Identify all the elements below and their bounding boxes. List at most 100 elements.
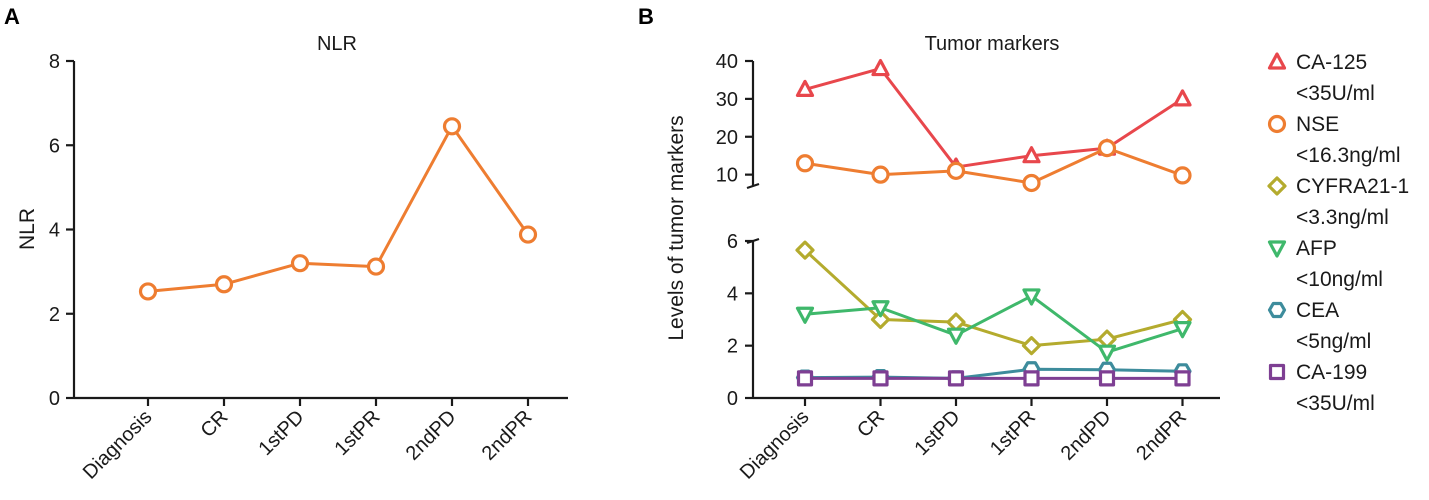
legend-label-nse: NSE: [1296, 113, 1339, 136]
afp-point-cr: [871, 300, 890, 318]
axis-break-mark-lower: [746, 237, 760, 245]
series-afp: [795, 288, 1192, 362]
legend-marker-ca-199: [1268, 363, 1286, 381]
legend-item-nse: NSE <16.3ng/ml: [1267, 113, 1401, 167]
tumor-y-tick-label: 0: [727, 388, 738, 410]
legend-item-ca-199: CA-199 <35U/ml: [1268, 361, 1375, 415]
legend-label-ca-199: CA-199: [1296, 361, 1367, 384]
nlr-point-cr: [214, 275, 234, 294]
legend-item-cyfra21-1: CYFRA21-1 <3.3ng/ml: [1267, 175, 1409, 229]
nlr-y-tick-label: 8: [49, 51, 60, 73]
nlr-x-label-1stpd: 1stPD: [254, 406, 308, 460]
ca-199-point-cr: [872, 370, 889, 387]
tumor-x-label-diagnosis: Diagnosis: [736, 406, 814, 484]
series-ca-199: [796, 370, 1191, 387]
ca-199-point-2ndpd: [1098, 370, 1116, 387]
nlr-y-tick-label: 4: [49, 220, 60, 242]
legend-ref-ca-199: <35U/ml: [1296, 392, 1375, 415]
tumor-y-axis-title: Levels of tumor markers: [665, 115, 688, 340]
ca-125-point-cr: [871, 58, 890, 77]
cyfra21-1-line: [803, 249, 1183, 348]
ca-199-point-1stpd: [947, 370, 965, 387]
tumor-y-tick-label: 4: [727, 283, 738, 305]
nlr-y-tick-label: 0: [49, 388, 60, 410]
nlr-series: [138, 117, 538, 301]
legend-ref-nse: <16.3ng/ml: [1296, 144, 1401, 167]
legend-item-ca-125: CA-125 <35U/ml: [1267, 51, 1375, 105]
panel-a-nlr-chart: A NLR NLR 0 2 4 6 8 Diagnosis CR 1stPD 1stPR 2nd…: [4, 4, 568, 484]
nlr-x-labels: Diagnosis CR 1stPD 1stPR 2ndPD 2ndPR: [79, 398, 537, 484]
nse-point-2ndpd: [1097, 139, 1117, 158]
afp-line: [804, 294, 1183, 354]
tumor-chart-title: Tumor markers: [925, 33, 1060, 55]
nlr-chart-title: NLR: [317, 33, 357, 55]
legend-marker-nse: [1267, 114, 1287, 134]
tumor-y-tick-label: 30: [716, 89, 738, 111]
legend-label-cea: CEA: [1296, 299, 1339, 322]
nlr-point-1stpr: [366, 257, 386, 276]
legend-marker-afp: [1267, 240, 1287, 258]
legend-ref-ca-125: <35U/ml: [1296, 82, 1375, 105]
tumor-y-tick-label: 2: [727, 336, 738, 358]
tumor-y-tick-label: 40: [716, 51, 738, 73]
axis-break-mark-upper: [746, 182, 760, 190]
nlr-y-axis-title: NLR: [16, 208, 39, 250]
tumor-y-ticks: 10 20 30 40 0 2 4 6: [716, 51, 753, 410]
legend-label-cyfra21-1: CYFRA21-1: [1296, 175, 1409, 198]
nlr-x-label-1stpr: 1stPR: [330, 406, 384, 460]
nlr-y-tick-label: 2: [49, 304, 60, 326]
legend-marker-cyfra21-1: [1267, 176, 1287, 196]
legend-label-ca-125: CA-125: [1296, 51, 1367, 74]
legend-ref-afp: <10ng/ml: [1296, 268, 1383, 291]
panel-b-label: B: [638, 4, 654, 29]
ca-125-point-2ndpr: [1173, 89, 1192, 107]
ca-125-line: [804, 67, 1184, 169]
nlr-point-1stpd: [290, 254, 310, 273]
nse-point-diagnosis: [795, 154, 815, 173]
afp-point-2ndpr: [1173, 321, 1192, 339]
nse-point-2ndpr: [1173, 166, 1192, 185]
nse-point-cr: [871, 165, 890, 184]
tumor-series: [795, 58, 1193, 387]
tumor-x-label-2ndpd: 2ndPD: [1057, 406, 1116, 465]
legend-marker-ca-125: [1267, 52, 1287, 70]
nlr-y-ticks: 0 2 4 6 8: [49, 51, 74, 410]
tumor-x-label-cr: CR: [853, 406, 889, 442]
legend-ref-cyfra21-1: <3.3ng/ml: [1296, 206, 1389, 229]
nlr-x-label-cr: CR: [197, 406, 233, 442]
series-cea: [795, 361, 1192, 387]
tumor-x-label-1stpr: 1stPR: [986, 406, 1040, 460]
afp-point-diagnosis: [795, 306, 815, 324]
cyfra21-1-point-1stpr: [1021, 336, 1042, 356]
legend-ref-cea: <5ng/ml: [1296, 330, 1371, 353]
series-cyfra21-1: [795, 240, 1193, 356]
nlr-x-label-2ndpd: 2ndPD: [402, 406, 461, 465]
nlr-point-2ndpr: [518, 225, 538, 244]
nlr-line: [147, 124, 530, 293]
afp-point-1stpd: [946, 327, 966, 345]
nse-point-1stpd: [946, 161, 966, 180]
tumor-x-label-2ndpr: 2ndPR: [1132, 406, 1191, 465]
afp-point-2ndpd: [1097, 344, 1117, 362]
ca-199-point-diagnosis: [796, 370, 814, 387]
tumor-y-tick-label: 10: [716, 165, 738, 187]
tumor-x-label-1stpd: 1stPD: [910, 406, 964, 460]
cyfra21-1-point-diagnosis: [795, 240, 815, 260]
nlr-x-label-2ndpr: 2ndPR: [478, 406, 537, 465]
nse-line: [804, 146, 1184, 185]
nse-point-1stpr: [1022, 173, 1041, 193]
nlr-point-diagnosis: [138, 282, 158, 301]
ca-125-point-diagnosis: [795, 79, 815, 98]
tumor-y-tick-label: 20: [716, 127, 738, 149]
ca-125-point-1stpr: [1022, 146, 1041, 164]
ca-199-point-2ndpr: [1174, 370, 1191, 387]
legend-marker-cea: [1267, 301, 1287, 319]
legend-label-afp: AFP: [1296, 237, 1337, 260]
cyfra21-1-point-cr: [870, 309, 891, 330]
tumor-legend: CA-125 <35U/ml NSE <16.3ng/ml CYFRA21-1 <3.3n…: [1267, 51, 1409, 415]
afp-point-1stpr: [1022, 288, 1041, 306]
nlr-point-2ndpd: [442, 117, 462, 136]
panel-a-label: A: [4, 4, 20, 29]
legend-item-afp: AFP <10ng/ml: [1267, 237, 1383, 291]
